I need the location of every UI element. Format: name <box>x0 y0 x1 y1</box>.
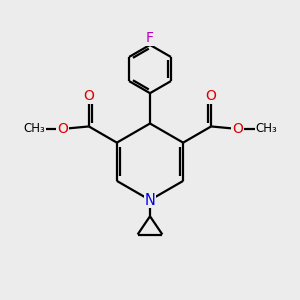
Text: F: F <box>146 32 154 45</box>
Text: O: O <box>83 89 94 103</box>
Text: O: O <box>232 122 243 136</box>
Text: N: N <box>145 193 155 208</box>
Text: O: O <box>206 89 217 103</box>
Text: CH₃: CH₃ <box>23 122 45 135</box>
Text: O: O <box>57 122 68 136</box>
Text: CH₃: CH₃ <box>256 122 278 135</box>
